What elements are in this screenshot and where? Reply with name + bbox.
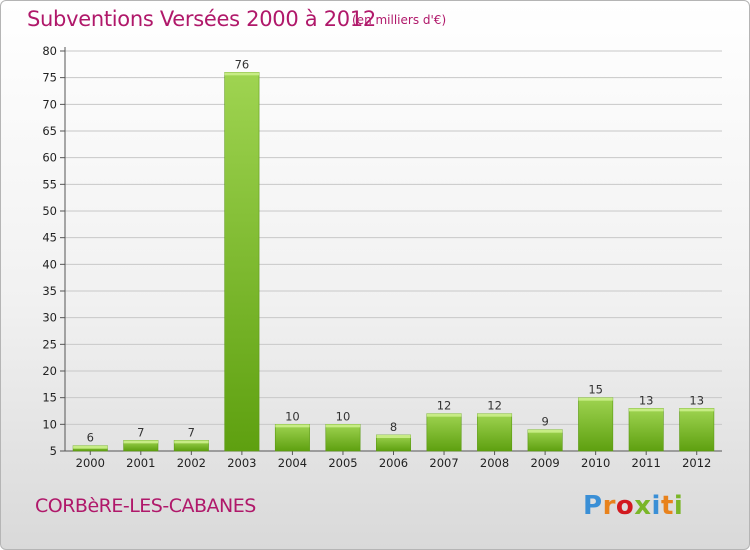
bar-highlight <box>426 413 462 417</box>
chart-subtitle: (en milliers d'€) <box>352 13 447 27</box>
bar-highlight <box>527 429 563 433</box>
data-label-2010: 15 <box>588 383 603 397</box>
x-tick-label: 2001 <box>126 456 155 470</box>
data-label-2012: 13 <box>689 393 704 407</box>
bar-2004 <box>274 424 310 452</box>
data-label-2009: 9 <box>541 415 548 429</box>
proxiti-logo: Proxiti <box>583 491 683 521</box>
y-tick-label: 5 <box>50 444 57 458</box>
bar-highlight <box>629 408 664 412</box>
bar-2011 <box>628 408 664 452</box>
x-tick-label: 2003 <box>227 456 256 470</box>
y-tick-label: 45 <box>42 231 57 245</box>
x-tick-label: 2011 <box>632 456 661 470</box>
y-tick-label: 55 <box>42 177 57 191</box>
logo-letter: P <box>583 491 603 521</box>
bar-2005 <box>325 424 361 452</box>
bars <box>72 72 715 452</box>
y-tick-label: 10 <box>42 417 57 431</box>
x-tick-label: 2010 <box>581 456 610 470</box>
bar-highlight <box>477 413 512 417</box>
y-tick-label: 70 <box>42 97 57 111</box>
logo-letter: t <box>660 491 674 521</box>
logo-letter: r <box>602 491 616 521</box>
logo-letter: o <box>615 491 635 521</box>
x-tick-label: 2012 <box>682 456 711 470</box>
x-tick-label: 2006 <box>379 456 408 470</box>
bar-2012 <box>679 408 715 452</box>
y-tick-label: 25 <box>42 337 57 351</box>
bar-highlight <box>224 72 260 76</box>
y-tick-label: 20 <box>42 364 57 378</box>
logo-letter: x <box>634 491 652 521</box>
y-tick-label: 15 <box>42 391 57 405</box>
bar-highlight <box>73 445 108 449</box>
x-tick-label: 2008 <box>480 456 509 470</box>
data-label-2006: 8 <box>390 420 397 434</box>
data-label-2000: 6 <box>87 431 94 445</box>
bar-highlight <box>578 397 613 401</box>
bar-highlight <box>174 440 209 444</box>
y-tick-label: 80 <box>42 44 57 58</box>
bar-highlight <box>275 424 310 428</box>
x-tick-label: 2007 <box>429 456 458 470</box>
y-tick-label: 50 <box>42 204 57 218</box>
chart-title: Subventions Versées 2000 à 2012 <box>27 7 376 31</box>
bar-2009 <box>527 429 563 452</box>
bar-highlight <box>376 435 411 438</box>
bar-2008 <box>477 413 513 452</box>
y-tick-label: 75 <box>42 71 57 85</box>
x-tick-label: 2009 <box>530 456 559 470</box>
data-label-2003: 76 <box>235 57 250 71</box>
logo-letter: i <box>673 491 684 521</box>
x-tick-label: 2004 <box>278 456 307 470</box>
bar-highlight <box>325 424 361 428</box>
bar-2003 <box>224 72 260 452</box>
bar-highlight <box>123 440 158 444</box>
data-label-2004: 10 <box>285 409 300 423</box>
y-tick-label: 60 <box>42 151 57 165</box>
grid-lines <box>65 50 722 425</box>
x-tick-label: 2000 <box>76 456 105 470</box>
logo-letter: i <box>651 491 661 521</box>
data-label-2011: 13 <box>639 393 654 407</box>
bar-2007 <box>426 413 462 452</box>
y-tick-label: 40 <box>42 257 57 271</box>
commune-name: CORBèRE-LES-CABANES <box>35 495 256 517</box>
data-label-2002: 7 <box>188 425 195 439</box>
y-tick-label: 30 <box>42 311 57 325</box>
x-tick-label: 2002 <box>177 456 206 470</box>
y-tick-label: 65 <box>42 124 57 138</box>
axes <box>60 47 722 455</box>
data-label-2001: 7 <box>137 425 144 439</box>
data-label-2005: 10 <box>336 409 351 423</box>
bar-2010 <box>578 397 614 452</box>
x-tick-label: 2005 <box>328 456 357 470</box>
data-label-2008: 12 <box>487 399 502 413</box>
y-tick-label: 35 <box>42 284 57 298</box>
labels: 5 10 15 20 25 30 35 40 45 50 55 60 65 70 75 80 6 2000 7 200… <box>42 44 711 470</box>
data-label-2007: 12 <box>437 399 452 413</box>
bar-highlight <box>679 408 714 412</box>
